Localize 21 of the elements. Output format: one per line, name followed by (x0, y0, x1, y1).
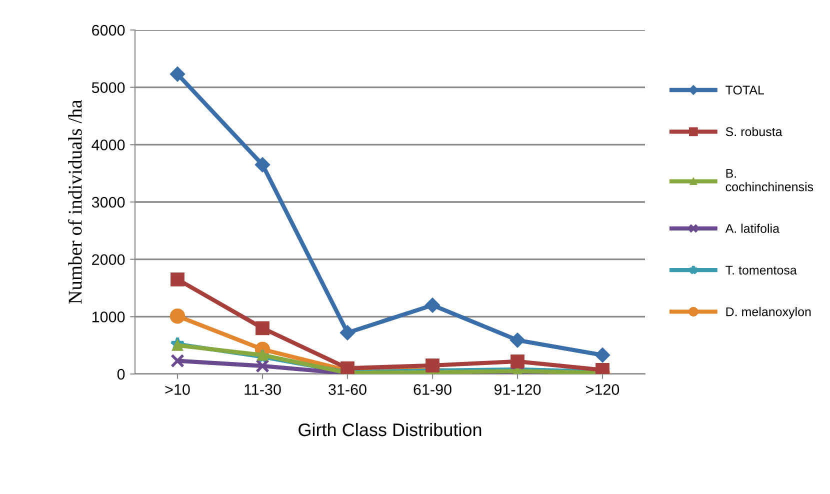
legend-label: S. robusta (726, 126, 782, 136)
x-tick-label: 11-30 (244, 384, 281, 395)
legend-label: D. melanoxylon (726, 307, 811, 319)
y-tick-label: 4000 (92, 140, 125, 150)
x-tick-label: 31-60 (328, 384, 366, 395)
y-tick-label: 3000 (92, 196, 125, 208)
x-tick-label: 61-90 (414, 384, 452, 395)
y-tick-label: 5000 (92, 82, 125, 94)
x-axis-title: Girth Class Distribution (298, 422, 482, 436)
y-axis-title: Number of individuals /ha (68, 100, 82, 304)
legend-label: A. latifolia (725, 224, 780, 233)
x-tick-label: >10 (165, 384, 190, 395)
x-tick-label: >120 (586, 384, 620, 395)
legend-label: B. cochinchinensis (726, 169, 814, 192)
x-tick-label: 91-120 (494, 384, 541, 395)
legend-label: TOTAL (726, 86, 764, 94)
legend-label: T. tomentosa (726, 266, 797, 275)
y-tick-label: 0 (117, 368, 125, 380)
y-tick-label: 6000 (92, 24, 125, 36)
y-tick-label: 1000 (92, 312, 125, 322)
y-tick-label: 2000 (92, 254, 125, 266)
